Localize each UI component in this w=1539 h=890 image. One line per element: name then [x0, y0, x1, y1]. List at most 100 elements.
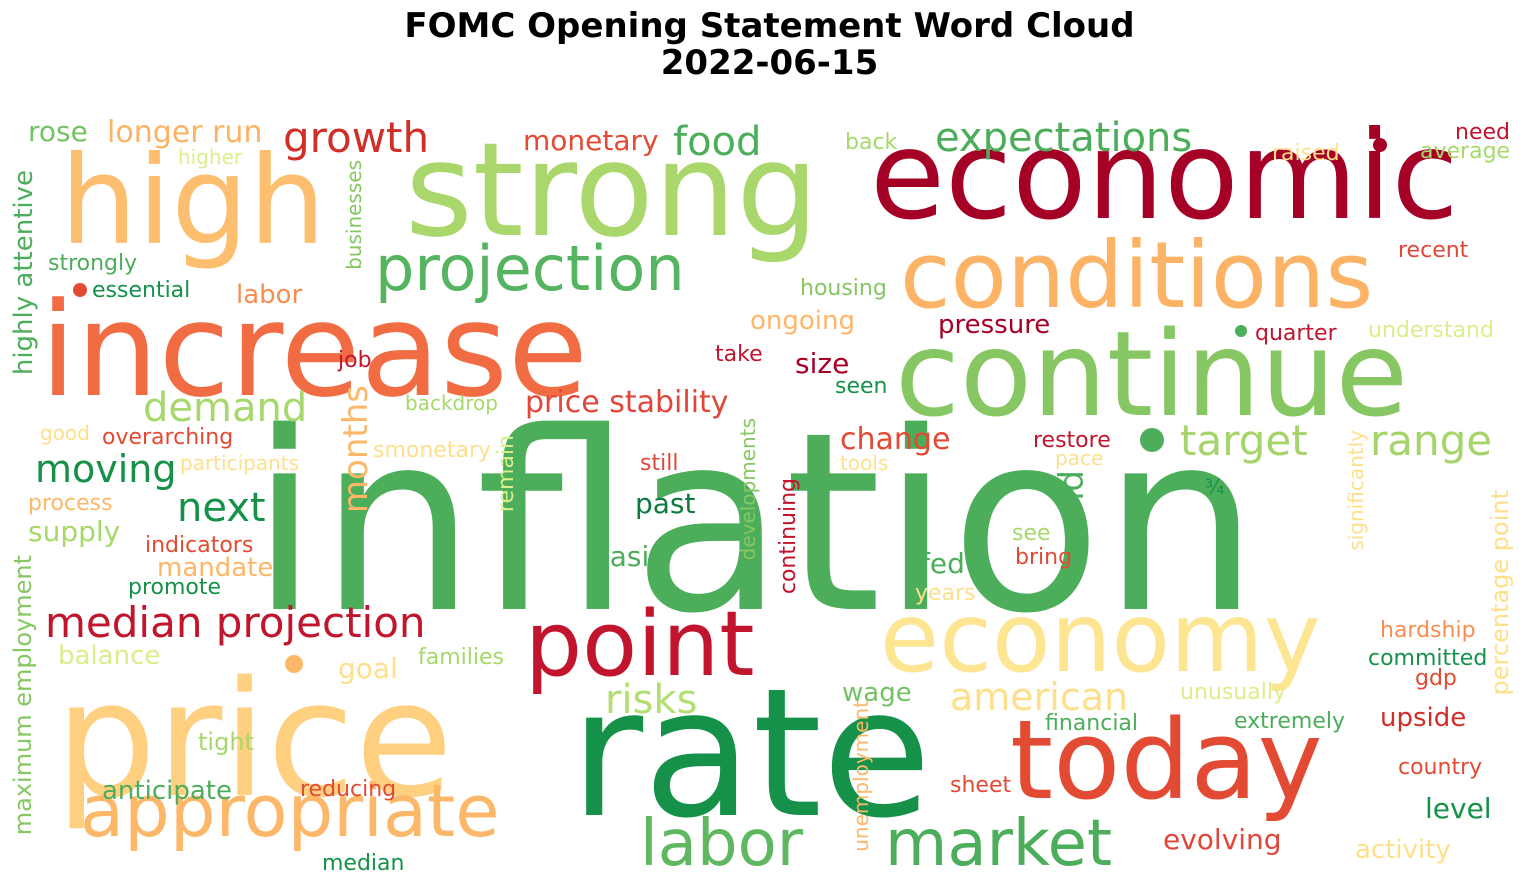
word-fraction: ¾: [1205, 475, 1225, 499]
word-appropriate: appropriate: [80, 769, 500, 853]
word-high: high: [60, 130, 326, 272]
word-essential: essential: [92, 278, 191, 303]
word-smonetary: smonetary: [373, 438, 492, 463]
word-past: past: [635, 487, 696, 520]
word-food: food: [673, 119, 762, 165]
decorative-dot: [285, 655, 303, 673]
word-remain: remain: [493, 435, 519, 513]
word-average: average: [1420, 139, 1511, 164]
word-median: median: [322, 851, 405, 876]
word-monetary: monetary: [523, 124, 659, 157]
word-raised: raised: [1272, 141, 1340, 166]
word-good: good: [40, 421, 90, 445]
word-rate: rate: [570, 650, 932, 857]
word-maximum-employment: maximum employment: [9, 555, 38, 836]
word-growth: growth: [283, 113, 430, 162]
word-take: take: [715, 342, 763, 367]
word-significantly: significantly: [1344, 430, 1368, 551]
word-evolving: evolving: [1163, 823, 1282, 856]
word-longer-run: longer run: [107, 115, 263, 150]
chart-title: FOMC Opening Statement Word Cloud 2022-0…: [0, 8, 1539, 82]
word-upside: upside: [1380, 703, 1467, 733]
word-promote: promote: [128, 575, 222, 600]
word-level: level: [1425, 792, 1492, 825]
word-still: still: [640, 451, 679, 476]
word-increase: increase: [40, 274, 588, 426]
word-price-stability: price stability: [525, 385, 729, 420]
decorative-dot: [1140, 428, 1164, 452]
word-tools: tools: [840, 451, 889, 475]
word-conditions: conditions: [900, 222, 1374, 329]
word-next: next: [177, 485, 266, 531]
word-point: point: [525, 592, 755, 697]
word-percentage-point: percentage point: [1486, 490, 1515, 696]
word-strongly: strongly: [48, 251, 138, 276]
word-median-projection: median projection: [45, 598, 426, 647]
word-rose: rose: [28, 115, 88, 148]
word-fed: fed: [920, 547, 965, 580]
word-years: years: [915, 581, 976, 606]
word-need: need: [1455, 120, 1510, 145]
word-mandate: mandate: [157, 553, 274, 583]
word-basis: basis: [592, 540, 664, 573]
word-process: process: [28, 491, 113, 516]
word-seen: seen: [835, 374, 888, 399]
word-labor: labor: [236, 280, 303, 310]
word-unemployment: unemployment: [849, 700, 873, 852]
word-ongoing: ongoing: [750, 306, 856, 336]
word-price: price: [55, 646, 454, 833]
decorative-dot: [73, 283, 87, 297]
word-continuing: continuing: [775, 478, 801, 595]
word-businesses: businesses: [342, 160, 366, 270]
word-economy: economy: [880, 582, 1321, 694]
word-supply: supply: [28, 515, 121, 548]
word-see: see: [1012, 521, 1051, 546]
word-american: american: [950, 675, 1129, 719]
title-line-1: FOMC Opening Statement Word Cloud: [404, 6, 1135, 46]
word-risks: risks: [605, 677, 698, 723]
word-demand: demand: [143, 385, 308, 431]
word-extremely: extremely: [1234, 709, 1345, 734]
word-anticipate: anticipate: [102, 776, 232, 806]
word-unusually: unusually: [1180, 680, 1286, 705]
word-tight: tight: [198, 728, 254, 756]
word-change: change: [840, 422, 951, 457]
word-today: today: [1010, 696, 1323, 824]
word-quarter: quarter: [1255, 321, 1337, 346]
word-indicators: indicators: [145, 533, 254, 558]
word-country: country: [1398, 755, 1483, 780]
word-target: target: [1180, 416, 1308, 465]
word-sheet: sheet: [950, 773, 1012, 798]
word-projection: projection: [375, 232, 685, 305]
word-backdrop: backdrop: [405, 391, 498, 415]
word-pressure: pressure: [938, 310, 1051, 340]
word-goal: goal: [338, 652, 398, 685]
word-balance: balance: [58, 641, 161, 671]
word-continue: continue: [895, 305, 1409, 443]
word-understand: understand: [1368, 318, 1494, 343]
word-range: range: [1370, 416, 1493, 465]
decorative-dot: [1373, 138, 1387, 152]
word-labor: labor: [640, 807, 804, 881]
word-end: end: [1052, 470, 1093, 535]
word-economic: economic: [870, 105, 1459, 247]
word-committed: committed: [1368, 646, 1488, 671]
word-developments: developments: [736, 418, 760, 561]
title-line-2: 2022-06-15: [660, 43, 879, 83]
word-moving: moving: [35, 447, 177, 491]
word-expectations: expectations: [935, 115, 1193, 161]
word-pace: pace: [1055, 446, 1104, 470]
word-inflation: inflation: [250, 380, 1260, 668]
word-wage: wage: [842, 678, 912, 708]
word-activity: activity: [1355, 835, 1451, 865]
word-reducing: reducing: [300, 777, 397, 802]
word-recent: recent: [1398, 238, 1469, 263]
word-financial: financial: [1045, 711, 1139, 736]
word-size: size: [795, 347, 850, 380]
word-market: market: [885, 807, 1113, 881]
word-overarching: overarching: [102, 425, 234, 450]
word-strong: strong: [405, 114, 819, 266]
word-restore: restore: [1033, 428, 1111, 453]
word-housing: housing: [800, 276, 887, 301]
